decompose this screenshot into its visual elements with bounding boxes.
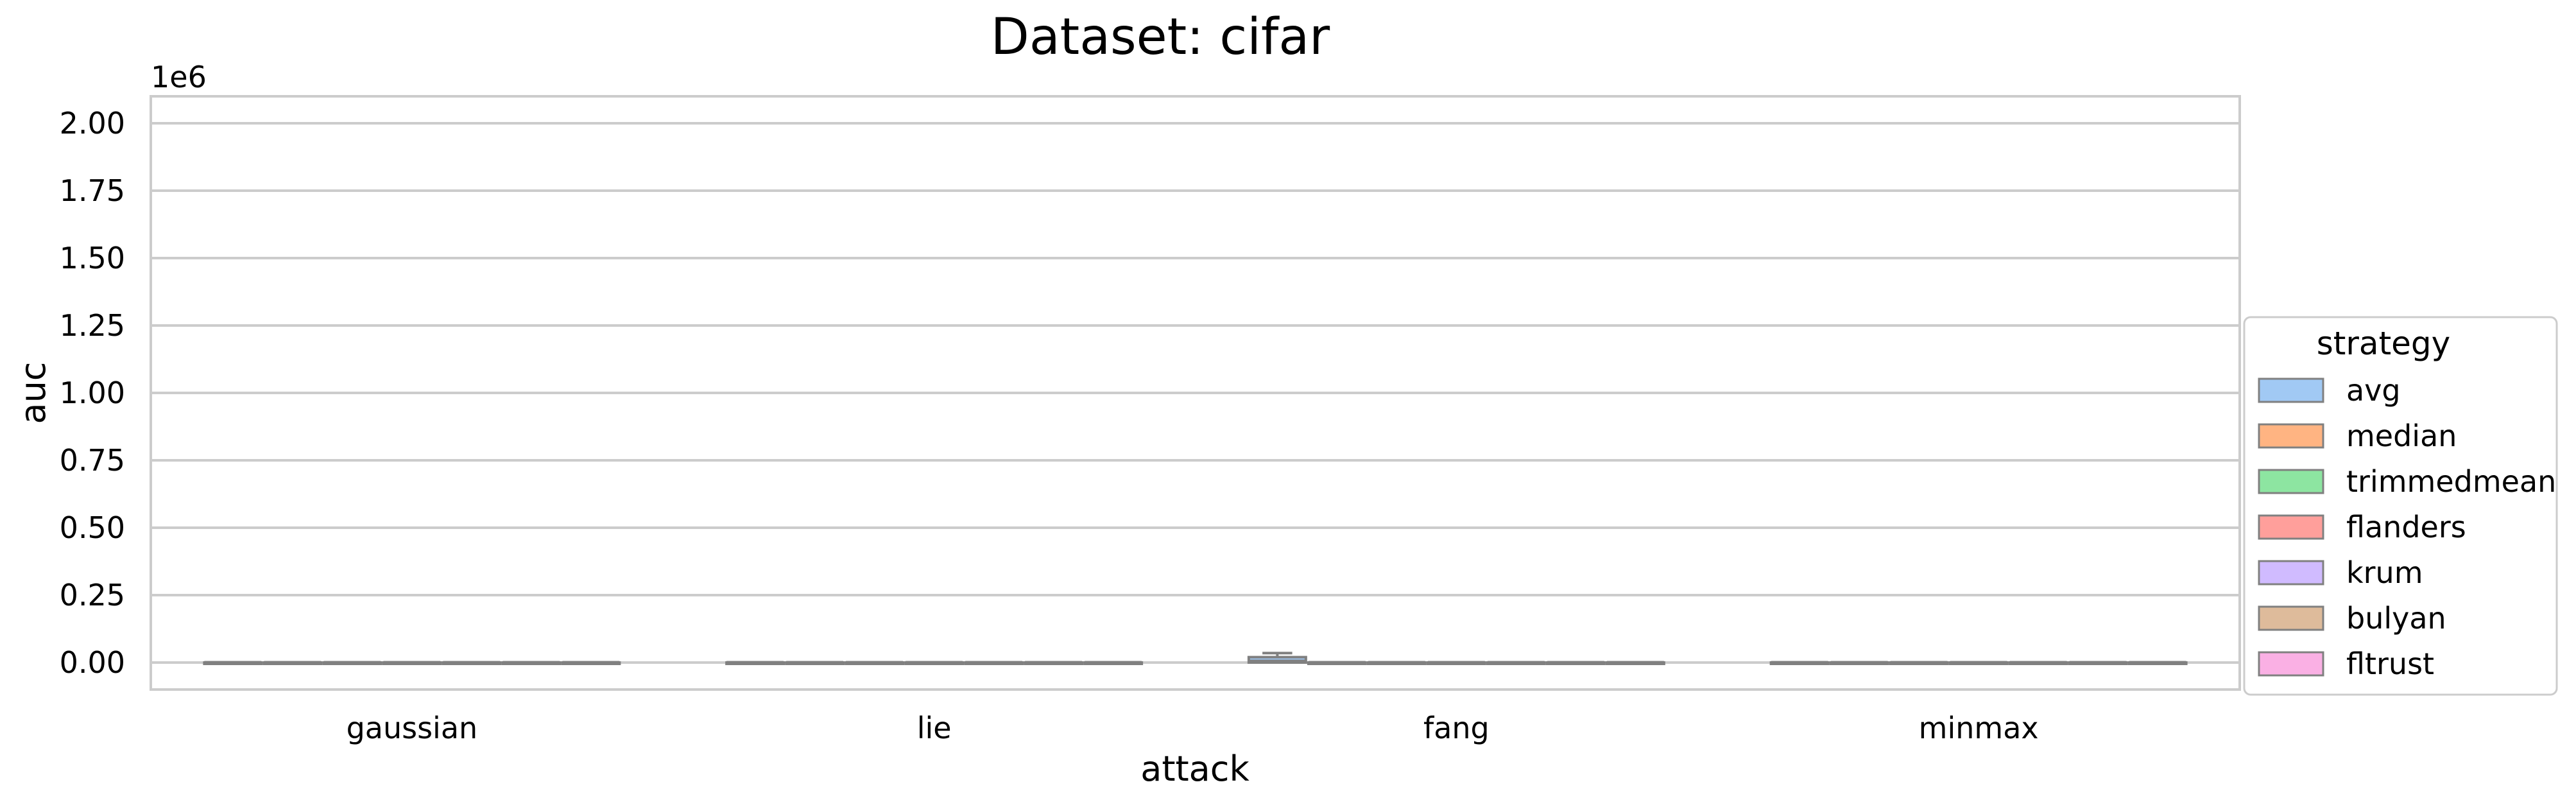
- box-trimmedmean-gaussian: [322, 661, 382, 665]
- box-bulyan-lie: [1024, 661, 1084, 665]
- box-trimmedmean-lie: [845, 661, 905, 665]
- box-bulyan-fang: [1545, 661, 1606, 665]
- box-bulyan-minmax: [2068, 661, 2128, 665]
- y-tick-label: 2.00: [60, 106, 125, 141]
- box-flanders-fang: [1426, 661, 1486, 665]
- legend-swatch: [2258, 469, 2324, 494]
- y-tick-label: 0.25: [60, 578, 125, 612]
- y-tick-label: 0.50: [60, 510, 125, 545]
- y-tick-label: 1.00: [60, 376, 125, 410]
- box-avg-fang: [1247, 652, 1307, 664]
- legend-item-krum: krum: [2258, 555, 2423, 590]
- x-tick-label: fang: [1423, 711, 1490, 745]
- box-flanders-minmax: [1948, 661, 2009, 665]
- box-median-minmax: [1829, 661, 1889, 665]
- box-avg-minmax: [1769, 661, 1830, 665]
- legend-swatch: [2258, 423, 2324, 449]
- plot-frame: [150, 95, 2241, 691]
- legend-swatch: [2258, 377, 2324, 403]
- box-median-fang: [1307, 661, 1367, 665]
- box-bulyan-gaussian: [501, 661, 562, 665]
- box-avg-gaussian: [203, 661, 263, 665]
- legend-label: trimmedmean: [2346, 464, 2556, 499]
- legend-label: avg: [2346, 373, 2401, 408]
- box-trimmedmean-fang: [1366, 661, 1427, 665]
- box-krum-gaussian: [442, 661, 502, 665]
- legend-label: krum: [2346, 555, 2423, 590]
- y-tick-label: 0.00: [60, 645, 125, 680]
- box-median-lie: [785, 661, 845, 665]
- legend-swatch: [2258, 605, 2324, 631]
- y-tick-label: 0.75: [60, 443, 125, 478]
- y-grid: [151, 122, 2240, 664]
- box-trimmedmean-minmax: [1889, 661, 1949, 665]
- x-tick-labels: gaussian lie fang minmax: [347, 711, 2039, 745]
- box-krum-fang: [1486, 661, 1546, 665]
- legend-item-avg: avg: [2258, 373, 2401, 408]
- legend-swatch: [2258, 560, 2324, 586]
- box-flanders-gaussian: [382, 661, 442, 665]
- box-krum-minmax: [2008, 661, 2068, 665]
- legend-label: median: [2346, 419, 2457, 453]
- legend-items: avg median trimmedmean flanders krum bulyan fl…: [2258, 373, 2556, 681]
- y-tick-label: 1.75: [60, 173, 125, 208]
- box-median-gaussian: [262, 661, 323, 665]
- box-fltrust-minmax: [2127, 661, 2188, 665]
- box-fltrust-lie: [1083, 661, 1144, 665]
- legend-item-flanders: flanders: [2258, 510, 2466, 544]
- box-fltrust-fang: [1605, 661, 1665, 665]
- legend-label: bulyan: [2346, 601, 2446, 636]
- legend-label: fltrust: [2346, 646, 2434, 681]
- legend-swatch: [2258, 651, 2324, 677]
- box-krum-lie: [964, 661, 1024, 665]
- legend-item-fltrust: fltrust: [2258, 646, 2434, 681]
- legend-item-bulyan: bulyan: [2258, 601, 2446, 636]
- legend-item-trimmedmean: trimmedmean: [2258, 464, 2556, 499]
- y-offset-label: 1e6: [151, 60, 207, 94]
- x-tick-label: gaussian: [347, 711, 478, 745]
- legend-swatch: [2258, 514, 2324, 540]
- x-tick-label: minmax: [1919, 711, 2039, 745]
- legend-item-median: median: [2258, 419, 2457, 453]
- chart-title: Dataset: cifar: [991, 8, 1330, 66]
- boxes: [203, 652, 2188, 665]
- y-axis-label: auc: [13, 361, 53, 424]
- x-tick-label: lie: [917, 711, 952, 745]
- y-tick-label: 1.25: [60, 308, 125, 343]
- legend-label: flanders: [2346, 510, 2466, 544]
- legend-frame: [2243, 316, 2558, 696]
- legend: strategy avg median trimmedmean flanders kru…: [2243, 316, 2558, 696]
- y-tick-labels: 0.00 0.25 0.50 0.75 1.00 1.25 1.50 1.75 2.00: [60, 106, 125, 680]
- legend-title: strategy: [2317, 325, 2451, 362]
- x-axis-label: attack: [1140, 749, 1249, 789]
- box-avg-lie: [725, 661, 786, 665]
- y-tick-label: 1.50: [60, 241, 125, 275]
- box-flanders-lie: [904, 661, 965, 665]
- box-fltrust-gaussian: [561, 661, 621, 665]
